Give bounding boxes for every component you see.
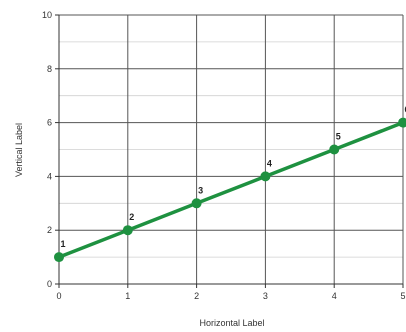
x-tick-label: 5 — [400, 291, 405, 301]
data-label: 1 — [60, 239, 65, 249]
data-label: 5 — [336, 132, 341, 142]
y-tick-label: 0 — [47, 279, 52, 289]
grid — [58, 14, 404, 285]
data-point — [191, 198, 202, 209]
x-tick-label: 0 — [56, 291, 61, 301]
x-tick-label: 4 — [332, 291, 337, 301]
data-label: 6 — [404, 105, 406, 115]
data-label: 2 — [129, 212, 134, 222]
y-tick-label: 2 — [47, 225, 52, 235]
y-tick-label: 4 — [47, 171, 52, 181]
x-tick-label: 3 — [263, 291, 268, 301]
data-label: 3 — [198, 185, 203, 195]
y-tick-label: 6 — [47, 118, 52, 128]
y-tick-label: 8 — [47, 64, 52, 74]
data-point — [398, 117, 406, 128]
data-point — [54, 252, 64, 263]
y-tick-label: 10 — [42, 10, 52, 20]
data-labels: 1 2 3 4 5 6 — [60, 105, 406, 250]
data-label: 4 — [267, 158, 272, 168]
x-tick-label: 1 — [125, 291, 130, 301]
data-point — [329, 144, 340, 155]
y-axis-label: Vertical Label — [14, 123, 24, 177]
data-point — [260, 171, 271, 182]
axes — [55, 14, 404, 288]
x-axis-label: Horizontal Label — [199, 318, 264, 328]
series-group — [54, 117, 406, 263]
x-tick-label: 2 — [194, 291, 199, 301]
series-line — [57, 120, 405, 259]
data-point — [122, 225, 133, 236]
